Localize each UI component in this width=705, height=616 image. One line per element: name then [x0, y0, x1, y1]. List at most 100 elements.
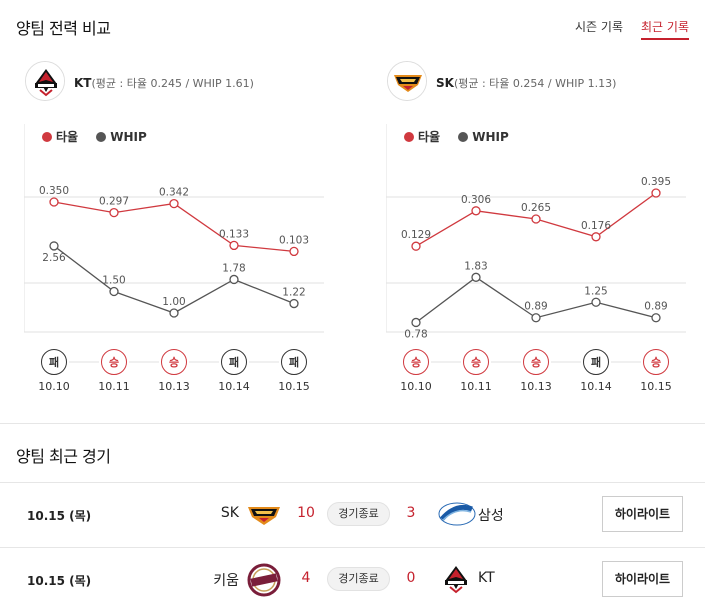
sk-wyverns-logo[interactable]: [244, 497, 284, 533]
batting-value-label: 0.395: [641, 176, 671, 188]
whip-point: [169, 308, 179, 318]
sk-wyverns-logo: [387, 61, 427, 101]
game-row: 10.15 (목) 키움 4 경기종료 0 KT 하이라이트: [0, 547, 705, 613]
batting-value-label: 0.297: [99, 196, 129, 208]
batting-point: [471, 206, 481, 216]
result-label: 승: [471, 356, 481, 369]
samsung-lions-logo[interactable]: [436, 497, 476, 533]
batting-value-label: 0.342: [159, 187, 189, 199]
batting-value-label: 0.103: [279, 234, 309, 246]
tab-season-record[interactable]: 시즌 기록: [575, 20, 623, 34]
whip-value-label: 1.83: [464, 260, 487, 272]
legend-batting: 타율: [42, 128, 78, 145]
game-date: 10.15 (목): [27, 574, 92, 588]
loss-badge: [583, 349, 609, 375]
win-badge: [463, 349, 489, 375]
result-label: 승: [651, 356, 661, 369]
team-chart-kt: 0.350 0.297 0.342 0.133 0.103 2.56 1.50 1.00 1.7…: [24, 124, 324, 393]
legend-whip-label: WHIP: [110, 130, 147, 144]
away-team-name[interactable]: 삼성: [478, 508, 504, 524]
batting-point: [289, 246, 299, 257]
date-tick-label: 10.13: [158, 380, 190, 393]
team-name: KT: [74, 76, 92, 90]
whip-value-label: 1.00: [162, 296, 185, 308]
batting-legend-dot: [42, 132, 52, 142]
team-header: SK(평균 : 타율 0.254 / WHIP 1.13): [386, 58, 686, 106]
whip-point: [591, 297, 601, 307]
whip-point: [289, 298, 299, 309]
team-chart-sk: 0.129 0.306 0.265 0.176 0.395 0.78 1.83 0.89 1.2…: [386, 124, 686, 393]
whip-value-label: 1.50: [102, 275, 125, 287]
win-badge: [403, 349, 429, 375]
date-tick-label: 10.14: [580, 380, 612, 393]
whip-value-label: 1.78: [222, 262, 245, 274]
result-label: 승: [411, 356, 421, 369]
team-summary: KT(평균 : 타율 0.245 / WHIP 1.61): [74, 75, 254, 91]
loss-badge: [41, 349, 67, 375]
batting-line: [53, 201, 295, 253]
team-header: KT(평균 : 타율 0.245 / WHIP 1.61): [24, 58, 324, 106]
whip-point: [229, 274, 239, 285]
date-tick-label: 10.11: [460, 380, 492, 393]
away-score: 3: [406, 505, 416, 521]
highlight-button[interactable]: 하이라이트: [602, 561, 683, 597]
legend-whip: WHIP: [96, 130, 147, 144]
win-badge: [523, 349, 549, 375]
team-average: (평균 : 타율 0.254 / WHIP 1.13): [453, 77, 617, 90]
win-badge: [101, 349, 127, 375]
result-label: 패: [591, 355, 601, 369]
home-team-name[interactable]: SK: [220, 505, 239, 521]
whip-value-label: 1.25: [584, 285, 607, 297]
kt-wiz-logo: [25, 61, 65, 101]
page-title: 양팀 전력 비교: [16, 19, 111, 38]
batting-point: [109, 207, 119, 218]
legend-batting-label: 타율: [418, 130, 441, 144]
whip-value-label: 2.56: [42, 252, 66, 264]
highlight-button[interactable]: 하이라이트: [602, 496, 683, 532]
row-divider: [0, 482, 705, 483]
legend-whip: WHIP: [458, 130, 509, 144]
team-panel-kt: KT(평균 : 타율 0.245 / WHIP 1.61) 타율 WHIP 0.…: [24, 58, 324, 398]
batting-point: [411, 241, 421, 251]
game-row: 10.15 (목) SK 10 경기종료 3 삼성 하이라이트: [0, 482, 705, 548]
whip-point: [49, 241, 59, 251]
away-score: 0: [406, 570, 416, 586]
team-summary: SK(평균 : 타율 0.254 / WHIP 1.13): [436, 75, 616, 91]
batting-point: [591, 232, 601, 242]
date-tick-label: 10.14: [218, 380, 250, 393]
date-tick-label: 10.15: [640, 380, 672, 393]
whip-value-label: 0.89: [524, 301, 547, 313]
batting-point: [169, 198, 179, 209]
kt-wiz-logo[interactable]: [436, 562, 476, 598]
game-date: 10.15 (목): [27, 509, 92, 523]
whip-value-label: 1.22: [282, 287, 305, 299]
result-label: 패: [289, 355, 299, 369]
away-team-name[interactable]: KT: [478, 570, 495, 586]
date-tick-label: 10.13: [520, 380, 552, 393]
loss-badge: [281, 349, 307, 375]
batting-value-label: 0.133: [219, 228, 249, 240]
date-tick-label: 10.10: [400, 380, 432, 393]
team-average: (평균 : 타율 0.245 / WHIP 1.61): [91, 77, 254, 90]
batting-value-label: 0.176: [581, 220, 611, 232]
date-tick-label: 10.10: [38, 380, 70, 393]
whip-point: [531, 313, 541, 323]
result-label: 승: [169, 356, 179, 369]
comparison-header: 양팀 전력 비교 시즌 기록 최근 기록: [0, 0, 705, 50]
whip-point: [471, 272, 481, 282]
result-label: 패: [49, 355, 59, 369]
whip-point: [109, 286, 119, 297]
team-name: SK: [436, 76, 454, 90]
row-divider: [0, 547, 705, 548]
whip-legend-dot: [96, 132, 107, 142]
batting-value-label: 0.265: [521, 202, 551, 214]
tab-recent-record[interactable]: 최근 기록: [641, 18, 689, 40]
home-score: 10: [297, 505, 315, 521]
date-tick-label: 10.15: [278, 380, 310, 393]
kiwoom-heroes-logo[interactable]: [244, 562, 284, 598]
date-tick-label: 10.11: [98, 380, 130, 393]
home-team-name[interactable]: 키움: [213, 573, 239, 589]
batting-point: [651, 188, 661, 198]
whip-value-label: 0.89: [644, 301, 667, 313]
section-divider: [0, 423, 705, 424]
